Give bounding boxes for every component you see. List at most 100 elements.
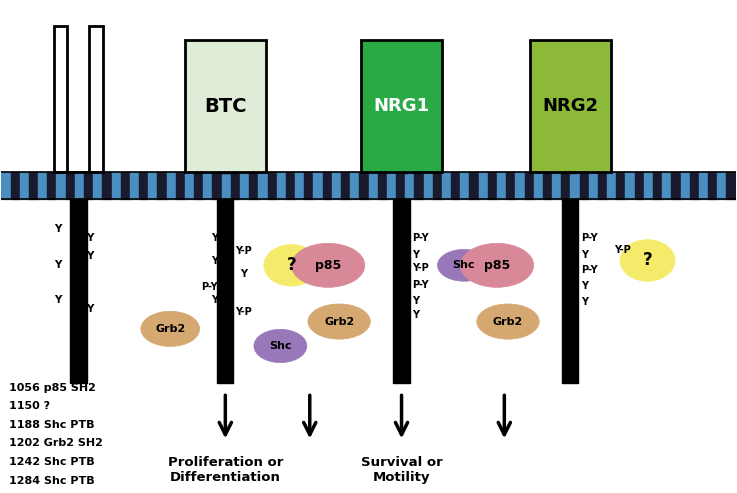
Text: Survival or
Motility: Survival or Motility <box>360 456 442 484</box>
Text: 1056 p85 SH2: 1056 p85 SH2 <box>9 383 96 392</box>
Text: P-Y: P-Y <box>201 282 217 292</box>
Text: Shc: Shc <box>269 341 292 351</box>
Text: Y: Y <box>413 310 419 320</box>
Bar <box>368 173 377 199</box>
Bar <box>249 173 259 199</box>
Ellipse shape <box>308 304 370 339</box>
Text: 1188 Shc PTB: 1188 Shc PTB <box>9 420 94 430</box>
Text: Y: Y <box>55 260 62 270</box>
Bar <box>203 173 212 199</box>
Text: p85: p85 <box>484 259 510 272</box>
Bar <box>71 199 86 383</box>
Bar <box>570 173 579 199</box>
Bar <box>543 173 552 199</box>
Bar <box>644 173 653 199</box>
Bar <box>405 173 414 199</box>
Bar <box>727 173 736 199</box>
Bar <box>598 173 607 199</box>
Bar <box>212 173 222 199</box>
Text: Y-P: Y-P <box>235 246 252 256</box>
Text: NRG1: NRG1 <box>374 98 430 115</box>
Text: Proliferation or
Differentiation: Proliferation or Differentiation <box>167 456 283 484</box>
Bar <box>47 173 57 199</box>
Bar <box>222 173 231 199</box>
Bar <box>332 173 341 199</box>
Bar <box>194 173 203 199</box>
Bar <box>10 173 20 199</box>
Bar <box>589 173 598 199</box>
Bar <box>341 173 350 199</box>
Text: 1284 Shc PTB: 1284 Shc PTB <box>9 476 94 486</box>
Text: Grb2: Grb2 <box>155 324 186 334</box>
Bar <box>562 199 579 383</box>
Bar <box>295 173 304 199</box>
Bar <box>38 173 47 199</box>
Ellipse shape <box>291 244 365 287</box>
Bar <box>515 173 525 199</box>
Text: P-Y: P-Y <box>413 234 429 244</box>
Bar <box>534 173 543 199</box>
Bar <box>66 173 75 199</box>
Bar <box>552 173 562 199</box>
Bar <box>506 173 515 199</box>
Text: 1242 Shc PTB: 1242 Shc PTB <box>9 457 94 467</box>
Bar <box>313 173 323 199</box>
Bar <box>616 173 626 199</box>
Text: Y: Y <box>85 304 93 315</box>
Text: P-Y: P-Y <box>581 265 598 275</box>
Text: P-Y: P-Y <box>581 234 598 244</box>
Bar <box>57 173 66 199</box>
Bar <box>488 173 497 199</box>
Bar <box>497 173 506 199</box>
Bar <box>525 173 534 199</box>
Text: Y: Y <box>413 295 419 306</box>
Bar <box>139 173 148 199</box>
Text: Y: Y <box>211 256 218 266</box>
Bar <box>579 173 589 199</box>
Bar <box>185 40 266 173</box>
Bar <box>231 173 240 199</box>
Bar <box>1 173 10 199</box>
Bar <box>562 173 570 199</box>
Text: Y-P: Y-P <box>235 307 252 317</box>
Bar <box>461 173 469 199</box>
Text: Shc: Shc <box>453 260 475 270</box>
Bar <box>607 173 616 199</box>
Text: Y-P: Y-P <box>413 263 430 273</box>
Bar <box>478 173 488 199</box>
Text: 1150 ?: 1150 ? <box>9 401 50 411</box>
Bar <box>708 173 717 199</box>
Text: Y: Y <box>85 234 93 244</box>
Bar <box>130 173 139 199</box>
Ellipse shape <box>620 240 675 281</box>
Bar <box>350 173 360 199</box>
Bar <box>469 173 478 199</box>
Bar <box>276 173 286 199</box>
Text: Y: Y <box>581 281 588 291</box>
Bar <box>653 173 662 199</box>
Bar <box>304 173 313 199</box>
Bar <box>451 173 461 199</box>
Ellipse shape <box>254 329 307 363</box>
Text: Y: Y <box>85 250 93 261</box>
Bar <box>20 173 29 199</box>
Text: Y: Y <box>211 234 218 244</box>
Text: Grb2: Grb2 <box>324 317 354 326</box>
Bar <box>433 173 442 199</box>
Bar <box>158 173 167 199</box>
Bar <box>360 173 368 199</box>
Bar <box>121 173 130 199</box>
Bar <box>717 173 727 199</box>
Bar <box>268 173 276 199</box>
Bar <box>240 173 249 199</box>
Bar <box>530 40 611 173</box>
Bar <box>259 173 268 199</box>
Text: ?: ? <box>287 256 296 274</box>
Text: ?: ? <box>643 251 652 270</box>
Bar <box>111 173 121 199</box>
Text: Y: Y <box>413 249 419 260</box>
Ellipse shape <box>141 311 200 347</box>
Text: 1202 Grb2 SH2: 1202 Grb2 SH2 <box>9 438 102 448</box>
Bar <box>414 173 424 199</box>
Bar <box>93 173 102 199</box>
